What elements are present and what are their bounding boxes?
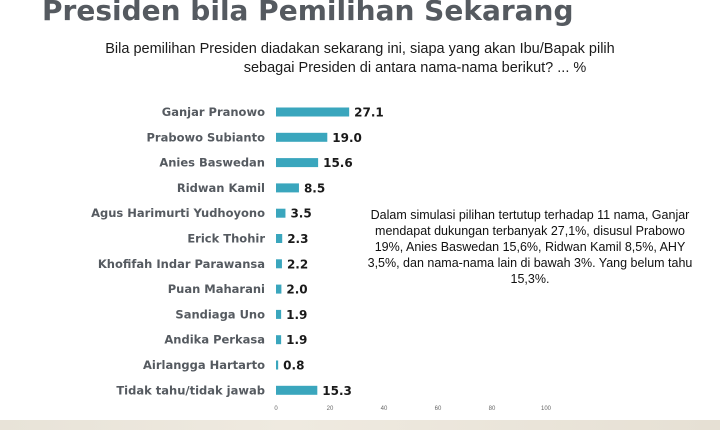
- bar: [276, 309, 282, 319]
- bar: [276, 132, 328, 142]
- value-label: 19.0: [332, 131, 362, 145]
- value-label: 1.9: [286, 333, 307, 347]
- x-tick-label: 0: [274, 406, 278, 412]
- bar: [276, 385, 318, 395]
- survey-question: Bila pemilihan Presiden diadakan sekaran…: [0, 40, 720, 78]
- summary-annotation: Dalam simulasi pilihan tertutup terhadap…: [367, 208, 693, 286]
- category-label: Puan Maharani: [168, 282, 265, 296]
- bar: [276, 284, 282, 294]
- footer-strip: [0, 420, 720, 430]
- question-line-2: sebagai Presiden di antara nama-nama ber…: [243, 60, 587, 76]
- bar: [276, 335, 282, 345]
- bar: [276, 360, 279, 370]
- value-label: 27.1: [354, 106, 384, 120]
- category-label: Sandiaga Uno: [175, 307, 265, 321]
- x-tick-label: 40: [381, 406, 388, 412]
- category-label: Andika Perkasa: [164, 333, 265, 347]
- category-label: Ganjar Pranowo: [162, 105, 265, 119]
- value-label: 2.0: [286, 283, 307, 297]
- x-tick-label: 60: [435, 406, 442, 412]
- category-label: Airlangga Hartarto: [143, 358, 265, 372]
- category-label: Ridwan Kamil: [177, 181, 265, 195]
- bar: [276, 259, 282, 269]
- bar: [276, 183, 299, 193]
- value-label: 2.3: [287, 232, 308, 246]
- x-tick-label: 20: [327, 406, 334, 412]
- category-label: Tidak tahu/tidak jawab: [116, 383, 265, 397]
- category-label: Khofifah Indar Parawansa: [98, 257, 265, 271]
- bar: [276, 107, 350, 117]
- category-label: Erick Thohir: [187, 232, 265, 246]
- value-label: 2.2: [287, 257, 308, 271]
- category-label: Anies Baswedan: [159, 156, 265, 170]
- category-label: Agus Harimurti Yudhoyono: [91, 206, 265, 220]
- bar: [276, 158, 319, 168]
- value-label: 0.8: [283, 359, 304, 373]
- value-label: 3.5: [290, 207, 311, 221]
- x-tick-label: 100: [541, 406, 552, 412]
- value-label: 15.6: [323, 156, 353, 170]
- page-title: Presiden bila Pemilihan Sekarang: [42, 0, 574, 27]
- question-line-1: Bila pemilihan Presiden diadakan sekaran…: [105, 41, 615, 57]
- bar: [276, 234, 283, 243]
- value-label: 15.3: [322, 384, 352, 398]
- value-label: 8.5: [304, 181, 325, 195]
- bar: [276, 208, 286, 218]
- category-label: Prabowo Subianto: [146, 130, 265, 144]
- value-label: 1.9: [286, 308, 307, 322]
- x-tick-label: 80: [489, 406, 496, 412]
